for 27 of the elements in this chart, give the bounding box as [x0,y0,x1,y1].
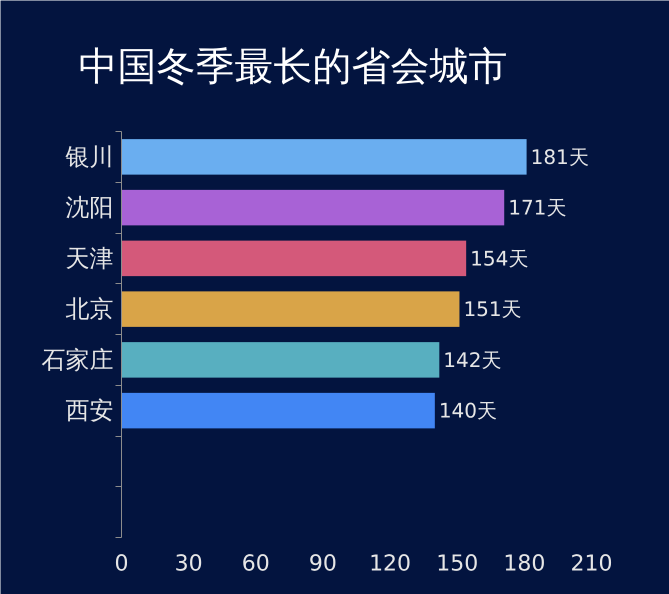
bar [122,139,527,175]
bar [122,240,466,276]
x-tick-label: 210 [570,552,613,576]
data-label: 140天 [438,398,498,423]
data-label: 151天 [463,297,522,322]
data-label: 181天 [530,144,589,169]
y-tick-label: 天津 [66,244,114,272]
x-tick-label: 90 [308,552,337,576]
data-label: 154天 [470,246,528,270]
y-tick-label: 银川 [64,142,114,171]
y-tick-label: 石家庄 [42,346,114,374]
x-tick-label: 150 [436,552,478,576]
x-tick-label: 180 [503,552,546,576]
x-tick-label: 60 [242,552,270,576]
x-tick-label: 120 [369,552,412,576]
bar [122,190,504,226]
y-tick-label: 西安 [66,396,114,425]
x-tick-label: 0 [114,552,128,576]
data-label: 142天 [443,348,502,372]
bar [122,342,440,378]
bar [122,291,460,327]
bar [122,392,435,428]
y-tick-label: 沈阳 [66,194,114,222]
chart-title: 中国冬季最长的省会城市 [78,44,508,90]
y-tick-label: 北京 [66,295,114,324]
data-label: 171天 [508,196,566,220]
x-tick-label: 30 [174,552,203,576]
